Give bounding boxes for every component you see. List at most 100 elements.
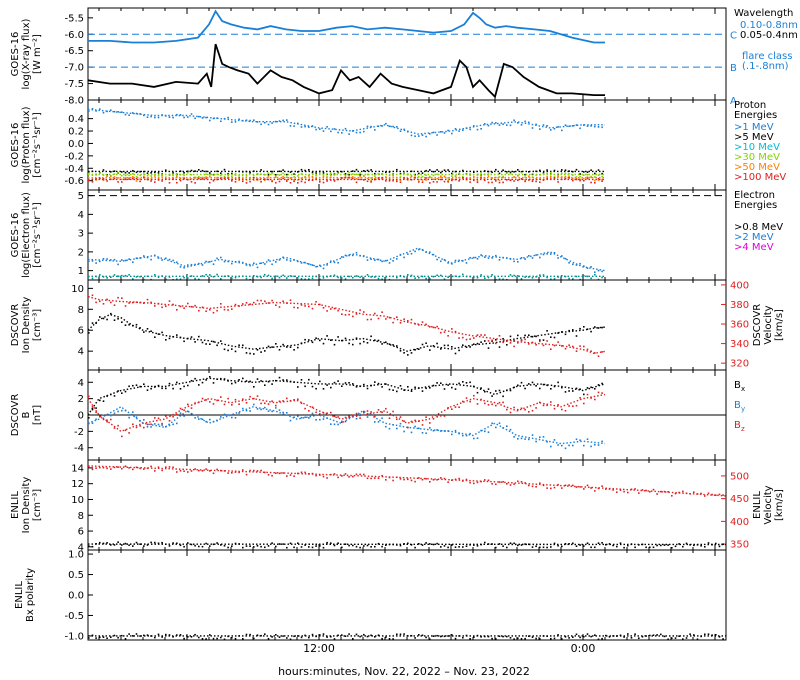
data-point (143, 176, 145, 179)
data-point (99, 260, 101, 263)
data-point (275, 404, 277, 407)
data-point (407, 178, 409, 180)
data-point (440, 260, 442, 263)
y-axis-label: [cm⁻³] (32, 309, 43, 341)
data-point (231, 121, 233, 123)
data-point (260, 177, 262, 180)
data-point (183, 276, 185, 279)
data-point (443, 331, 446, 333)
data-point (429, 175, 431, 178)
data-point (586, 328, 589, 330)
data-point (176, 181, 178, 184)
data-point (337, 380, 339, 382)
data-point (95, 543, 97, 545)
data-point (124, 390, 127, 393)
data-point (403, 128, 405, 131)
data-point (480, 341, 482, 343)
data-point (550, 175, 552, 178)
data-point (590, 266, 592, 268)
data-point (95, 418, 97, 421)
y-tick-label: -4 (74, 443, 84, 454)
data-point (102, 317, 105, 320)
data-point (308, 546, 310, 548)
data-point (124, 177, 127, 179)
data-point (245, 473, 248, 476)
data-point (297, 260, 299, 263)
data-point (432, 543, 435, 546)
data-point (649, 490, 651, 493)
data-point (594, 176, 596, 178)
data-point (135, 175, 138, 178)
data-point (528, 484, 530, 487)
data-point (326, 310, 328, 312)
data-point (429, 251, 431, 253)
data-point (297, 542, 299, 544)
data-point (517, 480, 519, 483)
data-point (205, 170, 207, 173)
data-point (513, 176, 515, 178)
data-point (491, 177, 493, 179)
data-point (458, 382, 460, 385)
data-point (278, 400, 281, 403)
data-point (352, 276, 354, 279)
data-point (201, 169, 204, 172)
data-point (183, 637, 185, 640)
data-point (491, 257, 493, 259)
data-point (139, 113, 141, 115)
data-point (377, 277, 380, 280)
data-point (487, 173, 490, 175)
data-point (176, 422, 178, 425)
data-point (352, 170, 354, 172)
data-point (594, 273, 596, 276)
data-point (139, 425, 141, 427)
data-point (179, 470, 182, 472)
data-point (176, 471, 178, 473)
data-point (319, 634, 321, 636)
data-point (553, 344, 556, 347)
data-point (451, 433, 453, 436)
y-axis-label: Ion Density (21, 297, 32, 354)
data-point (249, 119, 251, 122)
data-point (520, 170, 523, 173)
data-point (344, 543, 347, 545)
data-point (352, 176, 354, 178)
data-point (190, 379, 193, 382)
data-point (231, 545, 233, 547)
data-point (355, 545, 358, 548)
data-point (414, 425, 416, 428)
data-point (418, 172, 420, 175)
data-point (124, 305, 127, 307)
data-point (168, 420, 171, 422)
data-point (377, 634, 380, 636)
data-point (502, 278, 504, 281)
data-point (568, 344, 570, 346)
data-point (267, 410, 270, 412)
data-point (480, 175, 482, 177)
data-point (271, 542, 273, 544)
data-point (425, 169, 427, 172)
data-point (429, 427, 431, 429)
data-point (509, 411, 512, 414)
data-point (458, 635, 460, 637)
y-axis-label: ENLIL (10, 491, 21, 519)
data-point (638, 492, 640, 494)
data-point (161, 331, 163, 334)
y-axis-label-right: [km/s] (774, 489, 785, 521)
flare-class-title: flare class (742, 51, 792, 62)
data-point (539, 387, 541, 390)
data-point (429, 349, 431, 351)
data-point (146, 328, 149, 330)
data-point (304, 471, 306, 474)
data-point (117, 296, 119, 299)
data-point (388, 638, 391, 640)
data-point (590, 176, 592, 179)
data-point (242, 638, 244, 640)
data-point (425, 323, 427, 326)
data-point (370, 546, 372, 548)
legend-title: Energies (734, 200, 777, 211)
data-point (377, 177, 380, 179)
data-point (502, 175, 504, 178)
data-point (542, 383, 545, 386)
data-point (209, 545, 211, 547)
data-point (550, 637, 552, 640)
